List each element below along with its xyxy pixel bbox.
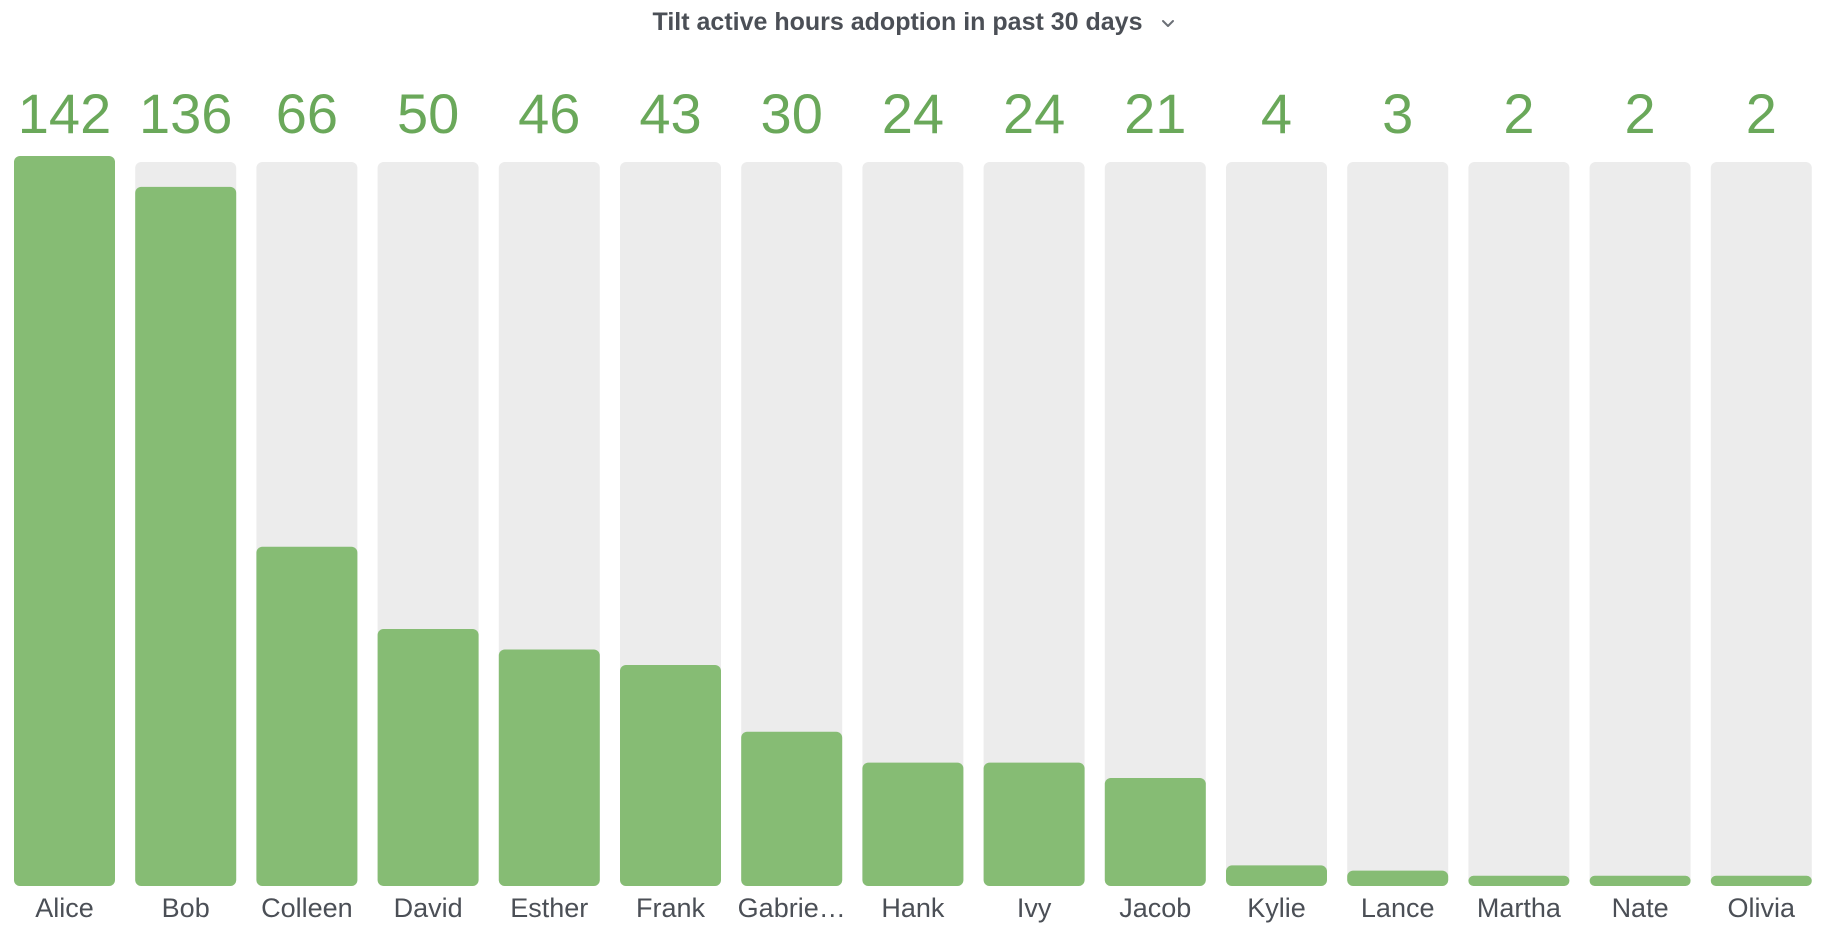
category-label-lance: Lance — [1361, 893, 1435, 923]
bar-alice[interactable] — [14, 156, 115, 886]
category-label-olivia: Olivia — [1728, 893, 1796, 923]
category-label-alice: Alice — [35, 893, 94, 923]
category-label-hank: Hank — [881, 893, 945, 923]
bar-hank[interactable] — [862, 762, 964, 886]
bar-track-jacob — [1104, 162, 1206, 886]
category-label-ivy: Ivy — [1017, 893, 1052, 923]
value-labels: 142 136 66 50 46 43 30 24 24 21 4 3 2 2 2 — [18, 82, 1777, 145]
value-label-colleen: 66 — [276, 82, 338, 145]
category-label-gabrie: Gabrie… — [738, 893, 846, 923]
bar-kylie[interactable] — [1226, 865, 1327, 886]
value-label-bob: 136 — [139, 82, 232, 145]
category-label-bob: Bob — [162, 893, 210, 923]
category-label-jacob: Jacob — [1119, 893, 1191, 923]
bar-track-olivia — [1710, 162, 1812, 886]
bar-track-nate — [1589, 162, 1691, 886]
category-label-nate: Nate — [1612, 893, 1669, 923]
value-label-david: 50 — [397, 82, 459, 145]
value-label-esther: 46 — [518, 82, 580, 145]
value-label-olivia: 2 — [1746, 82, 1777, 145]
value-label-hank: 24 — [882, 82, 944, 145]
bar-track-ivy — [983, 162, 1085, 886]
category-label-david: David — [394, 893, 463, 923]
value-label-jacob: 21 — [1124, 82, 1186, 145]
value-label-martha: 2 — [1503, 82, 1534, 145]
chevron-down-icon — [1161, 7, 1175, 36]
value-label-lance: 3 — [1382, 82, 1413, 145]
category-labels: Alice Bob Colleen David Esther Frank Gabrie… Ha… — [35, 893, 1796, 923]
bar-lance[interactable] — [1347, 870, 1449, 886]
category-label-martha: Martha — [1477, 893, 1562, 923]
chart-title-dropdown[interactable]: Tilt active hours adoption in past 30 da… — [0, 8, 1828, 38]
bar-david[interactable] — [377, 628, 479, 886]
bar-ivy[interactable] — [983, 762, 1085, 886]
bar-track-martha — [1468, 162, 1570, 886]
value-label-alice: 142 — [18, 82, 111, 145]
bar-gabrie[interactable] — [741, 731, 843, 886]
category-label-kylie: Kylie — [1247, 893, 1306, 923]
value-label-frank: 43 — [639, 82, 701, 145]
value-label-kylie: 4 — [1261, 82, 1292, 145]
bar-esther[interactable] — [498, 649, 600, 886]
bar-bob[interactable] — [135, 186, 237, 886]
bars — [14, 156, 1812, 886]
value-label-gabrie: 30 — [761, 82, 823, 145]
bar-frank[interactable] — [620, 664, 721, 886]
bar-olivia[interactable] — [1710, 875, 1812, 886]
bar-track-lance — [1347, 162, 1449, 886]
bar-martha[interactable] — [1468, 875, 1570, 886]
chart-title: Tilt active hours adoption in past 30 da… — [652, 8, 1143, 36]
bar-jacob[interactable] — [1104, 778, 1206, 886]
category-label-colleen: Colleen — [261, 893, 353, 923]
value-label-ivy: 24 — [1003, 82, 1065, 145]
bar-track-kylie — [1226, 162, 1327, 886]
category-label-esther: Esther — [510, 893, 588, 923]
category-label-frank: Frank — [636, 893, 706, 923]
bar-colleen[interactable] — [256, 546, 358, 886]
bar-track-gabrie — [741, 162, 843, 886]
value-label-nate: 2 — [1625, 82, 1656, 145]
bar-nate[interactable] — [1589, 875, 1691, 886]
bar-track-hank — [862, 162, 964, 886]
